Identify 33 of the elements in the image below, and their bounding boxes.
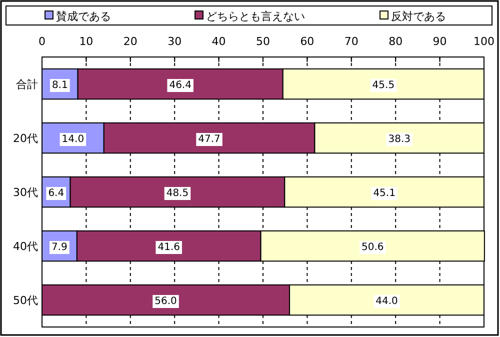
data-label: 46.4 xyxy=(169,80,192,91)
data-label: 50.6 xyxy=(361,242,384,253)
x-tick-label: 20 xyxy=(123,35,138,48)
x-tick-label: 100 xyxy=(474,35,494,48)
data-label: 45.5 xyxy=(372,80,395,91)
x-tick-label: 0 xyxy=(38,35,46,48)
x-tick-label: 10 xyxy=(79,35,94,48)
data-label: 48.5 xyxy=(166,188,189,199)
y-tick-label: 40代 xyxy=(13,240,38,253)
data-label: 7.9 xyxy=(52,242,68,253)
y-tick-label: 合計 xyxy=(16,78,38,91)
data-label: 47.7 xyxy=(198,134,220,145)
data-label: 38.3 xyxy=(388,134,410,145)
y-tick-label: 50代 xyxy=(13,294,38,307)
data-label: 45.1 xyxy=(373,188,396,199)
data-label: 6.4 xyxy=(48,188,64,199)
x-tick-label: 50 xyxy=(256,35,270,48)
x-tick-label: 30 xyxy=(168,35,182,48)
data-label: 8.1 xyxy=(52,80,68,91)
x-tick-label: 90 xyxy=(432,35,447,48)
x-tick-label: 40 xyxy=(212,35,226,48)
legend-label: 賛成である xyxy=(56,10,111,23)
x-tick-label: 80 xyxy=(388,35,403,48)
legend-label: 反対である xyxy=(391,10,446,23)
x-tick-label: 60 xyxy=(300,35,314,48)
data-label: 41.6 xyxy=(158,242,180,253)
data-label: 44.0 xyxy=(376,296,398,307)
data-label: 56.0 xyxy=(154,296,177,307)
y-tick-label: 30代 xyxy=(13,186,38,199)
x-tick-label: 70 xyxy=(344,35,358,48)
data-label: 14.0 xyxy=(62,134,84,145)
legend-label: どちらとも言えない xyxy=(206,10,305,23)
y-tick-label: 20代 xyxy=(13,132,38,145)
